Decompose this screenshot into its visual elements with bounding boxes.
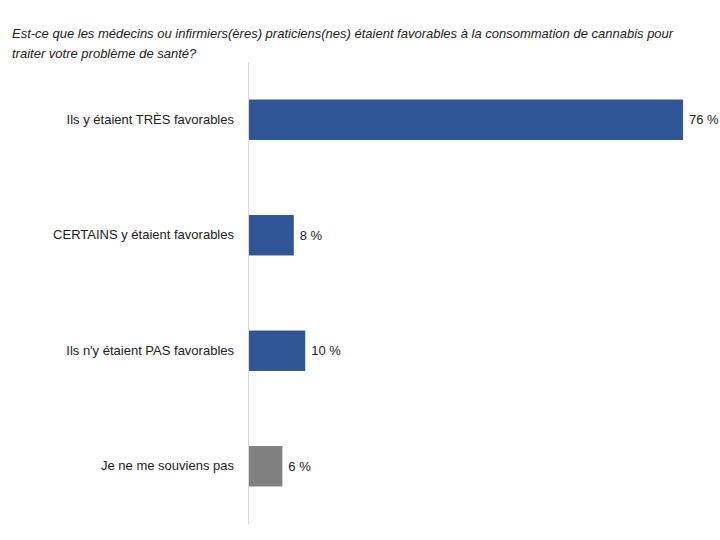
- bar: [248, 100, 683, 140]
- data-label: 76 %: [689, 112, 719, 127]
- title: Est-ce que les médecins ou infirmiers(èr…: [12, 26, 674, 61]
- tick-label: CERTAINS y étaient favorables: [53, 227, 234, 242]
- tick-label: Ils n'y étaient PAS favorables: [66, 343, 234, 358]
- chart: Est-ce que les médecins ou infirmiers(èr…: [0, 0, 720, 540]
- bar: [248, 215, 294, 255]
- bars: [248, 100, 683, 487]
- data-label: 8 %: [300, 228, 323, 243]
- tick: CERTAINS y étaient favorables: [53, 227, 234, 242]
- axis-line: [248, 63, 249, 525]
- tick-label: Ils y étaient TRÈS favorables: [67, 112, 235, 127]
- tick: Ils n'y étaient PAS favorables: [66, 343, 234, 358]
- tick: Ils y étaient TRÈS favorables: [67, 112, 235, 127]
- bar: [248, 446, 282, 486]
- category-axis: Ils y étaient TRÈS favorables CERTAINS y …: [53, 63, 248, 525]
- tick-label: Je ne me souviens pas: [101, 458, 234, 473]
- tick: Je ne me souviens pas: [101, 458, 234, 473]
- data-labels: 76 % 8 % 10 % 6 %: [288, 112, 719, 474]
- bar: [248, 331, 305, 371]
- data-label: 10 %: [311, 343, 341, 358]
- data-label: 6 %: [288, 459, 311, 474]
